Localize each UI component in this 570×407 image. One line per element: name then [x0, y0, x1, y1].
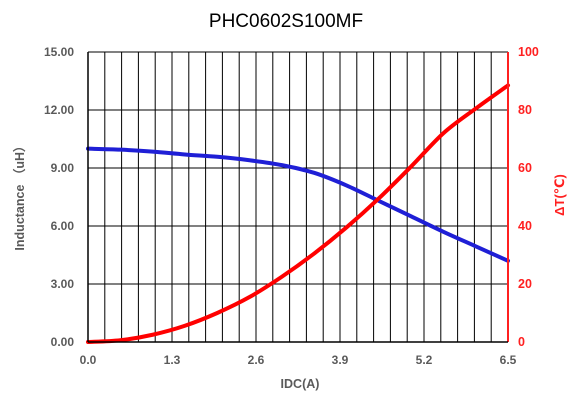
- x-axis-label: IDC(A): [281, 377, 320, 391]
- y-right-tick-label: 40: [518, 219, 532, 233]
- x-tick-label: 2.6: [248, 353, 265, 367]
- y-left-tick-label: 9.00: [51, 161, 75, 175]
- y-left-tick-label: 0.00: [51, 335, 75, 349]
- y-right-tick-label: 60: [518, 161, 532, 175]
- inductance-series-line: [86, 146, 510, 263]
- chart-title: PHC0602S100MF: [209, 11, 363, 32]
- data-series: [86, 83, 510, 344]
- y-right-tick-label: 100: [518, 45, 539, 59]
- temperature-series-line: [86, 83, 510, 344]
- y-right-tick-label: 20: [518, 277, 532, 291]
- y-left-tick-label: 15.00: [44, 45, 74, 59]
- x-tick-label: 5.2: [416, 353, 433, 367]
- y-left-tick-label: 3.00: [51, 277, 75, 291]
- y-right-tick-label: 80: [518, 103, 532, 117]
- y-left-tick-label: 12.00: [44, 103, 74, 117]
- tick-labels: 0.00 3.00 6.00 9.00 12.00 15.00 0 20 40 60 80 100 0.…: [44, 45, 539, 367]
- y-left-axis-label: Inductance （uH）: [12, 139, 27, 250]
- x-tick-label: 0.0: [80, 353, 97, 367]
- x-tick-label: 6.5: [500, 353, 517, 367]
- x-tick-label: 3.9: [332, 353, 349, 367]
- x-tick-label: 1.3: [164, 353, 181, 367]
- y-right-tick-label: 0: [518, 335, 525, 349]
- y-left-tick-label: 6.00: [51, 219, 75, 233]
- axes: [87, 52, 509, 343]
- y-right-axis-label: ΔT(℃): [552, 174, 567, 216]
